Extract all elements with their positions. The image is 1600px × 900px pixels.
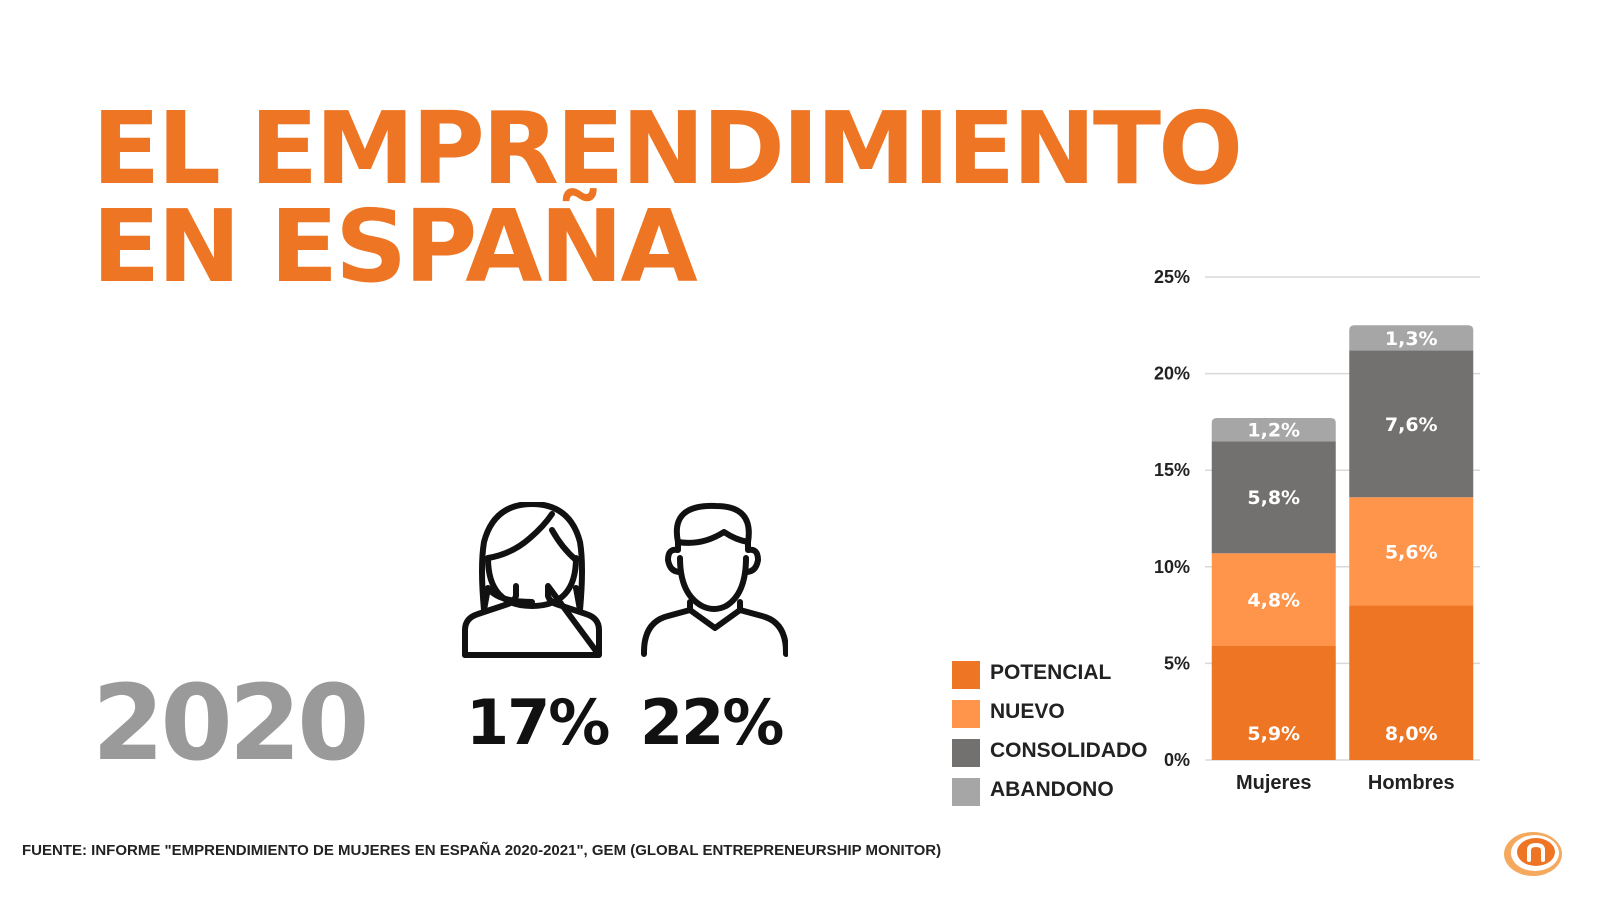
men-percentage: 22% [640, 686, 784, 759]
data-label: 7,6% [1385, 414, 1438, 436]
y-tick-label: 0% [1164, 750, 1190, 770]
bar-segment-consolidado [1349, 350, 1474, 498]
bar-segment-abandono [1211, 418, 1336, 442]
bar-segment-nuevo [1211, 553, 1336, 647]
data-label: 5,9% [1247, 723, 1300, 745]
bar-segment-potencial [1349, 605, 1474, 760]
legend-label: NUEVO [990, 700, 1065, 723]
stacked-bar-chart: 0% 5% 10% 15% 20% 25% 5,9% 4,8% 5,8% 1,2% Mujeres 8… [1154, 267, 1480, 794]
legend-swatch [952, 700, 980, 728]
data-label: 5,8% [1247, 487, 1300, 509]
y-tick-label: 10% [1154, 557, 1190, 577]
bar-segment-abandono [1349, 325, 1474, 351]
bar-segment-consolidado [1211, 441, 1336, 554]
legend-label: CONSOLIDADO [990, 739, 1148, 762]
y-tick-label: 5% [1164, 653, 1190, 673]
page-title-line-1: EL EMPRENDIMIENTO [92, 90, 1243, 207]
x-tick-label: Hombres [1368, 772, 1455, 794]
data-label: 4,8% [1247, 590, 1300, 612]
women-percentage: 17% [466, 686, 610, 759]
data-label: 1,2% [1247, 420, 1300, 442]
page-title: EL EMPRENDIMIENTO EN ESPAÑA [92, 90, 1243, 305]
legend-swatch [952, 778, 980, 806]
year-label: 2020 [92, 662, 369, 784]
data-label: 8,0% [1385, 723, 1438, 745]
man-icon [641, 502, 788, 657]
data-label: 5,6% [1385, 541, 1438, 563]
legend-swatch [952, 661, 980, 689]
source-note: FUENTE: INFORME "EMPRENDIMIENTO DE MUJER… [22, 842, 942, 859]
legend-swatch [952, 739, 980, 767]
bar-segment-nuevo [1349, 497, 1474, 606]
page-title-line-2: EN ESPAÑA [92, 188, 698, 305]
legend-label: ABANDONO [990, 778, 1114, 801]
y-tick-label: 25% [1154, 267, 1190, 287]
y-tick-label: 15% [1154, 460, 1190, 480]
woman-icon [462, 502, 602, 658]
legend-label: POTENCIAL [990, 661, 1112, 684]
data-label: 1,3% [1385, 328, 1438, 350]
x-tick-label: Mujeres [1236, 772, 1312, 794]
y-tick-label: 20% [1154, 364, 1190, 384]
bar-segment-potencial [1211, 646, 1336, 760]
brand-logo-icon [1504, 832, 1562, 876]
